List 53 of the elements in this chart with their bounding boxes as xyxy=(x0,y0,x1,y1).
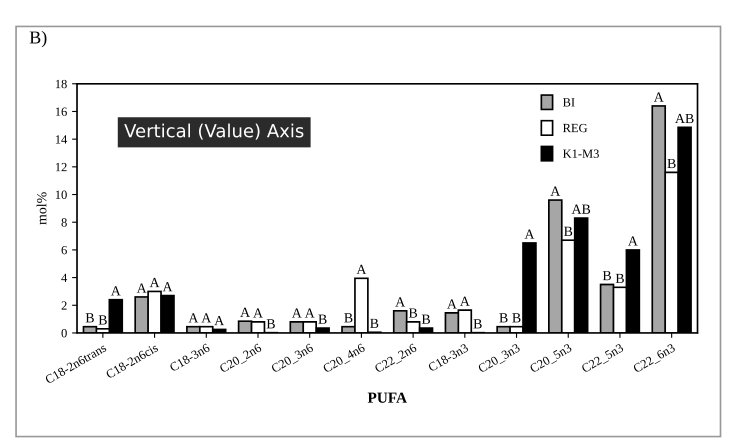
data-label: A xyxy=(110,286,121,296)
y-axis-title: mol% xyxy=(36,192,46,225)
data-label: A xyxy=(136,283,147,293)
y-tick-label: 18 xyxy=(56,80,67,88)
annotation: Vertical (Value) Axis xyxy=(124,124,304,140)
data-label: A xyxy=(447,299,457,309)
data-label: B xyxy=(616,274,624,283)
chart-title: B) xyxy=(30,30,46,48)
data-label: B xyxy=(667,158,676,168)
y-tick-label: 12 xyxy=(56,162,67,172)
y-tick-label: 10 xyxy=(56,190,67,199)
data-label: A xyxy=(253,308,263,318)
data-label: B xyxy=(408,308,418,318)
data-label: A xyxy=(214,316,224,326)
data-label: A xyxy=(150,278,160,288)
data-label: B xyxy=(602,271,611,280)
y-tick-label: 0 xyxy=(62,328,67,338)
data-label: A xyxy=(292,308,302,318)
data-label: B xyxy=(266,319,275,328)
y-tick-label: 4 xyxy=(61,274,68,282)
data-label: A xyxy=(395,297,406,306)
legend-label: REG xyxy=(562,124,588,132)
data-label: B xyxy=(512,313,520,322)
data-label: A xyxy=(460,296,470,306)
x-axis-title: PUFA xyxy=(368,392,407,403)
data-label: A xyxy=(550,186,560,196)
data-label: AB xyxy=(572,204,590,214)
data-label: A xyxy=(524,229,534,239)
data-label: A xyxy=(201,313,212,322)
legend-label: K1-M3 xyxy=(562,150,599,158)
y-tick-label: 14 xyxy=(56,135,68,144)
data-label: A xyxy=(162,282,172,292)
data-label: AB xyxy=(675,114,694,124)
data-label: A xyxy=(628,236,638,246)
y-tick-label: 2 xyxy=(62,301,67,310)
data-label: A xyxy=(356,264,366,274)
data-label: A xyxy=(304,308,315,318)
data-label: A xyxy=(654,92,664,102)
data-label: B xyxy=(86,313,94,322)
data-label: B xyxy=(344,313,352,322)
y-tick-label: 6 xyxy=(62,246,67,254)
data-label: B xyxy=(564,226,572,236)
data-label: B xyxy=(499,313,508,322)
data-label: A xyxy=(240,308,250,317)
data-label: B xyxy=(422,314,430,324)
data-label: B xyxy=(98,315,107,324)
legend-label: BI xyxy=(562,98,575,106)
y-tick-label: 16 xyxy=(56,108,67,116)
y-tick-label: 8 xyxy=(62,218,67,227)
data-label: B xyxy=(318,314,327,324)
data-label: B xyxy=(370,318,378,328)
data-label: B xyxy=(474,319,482,328)
data-label: A xyxy=(188,313,198,322)
